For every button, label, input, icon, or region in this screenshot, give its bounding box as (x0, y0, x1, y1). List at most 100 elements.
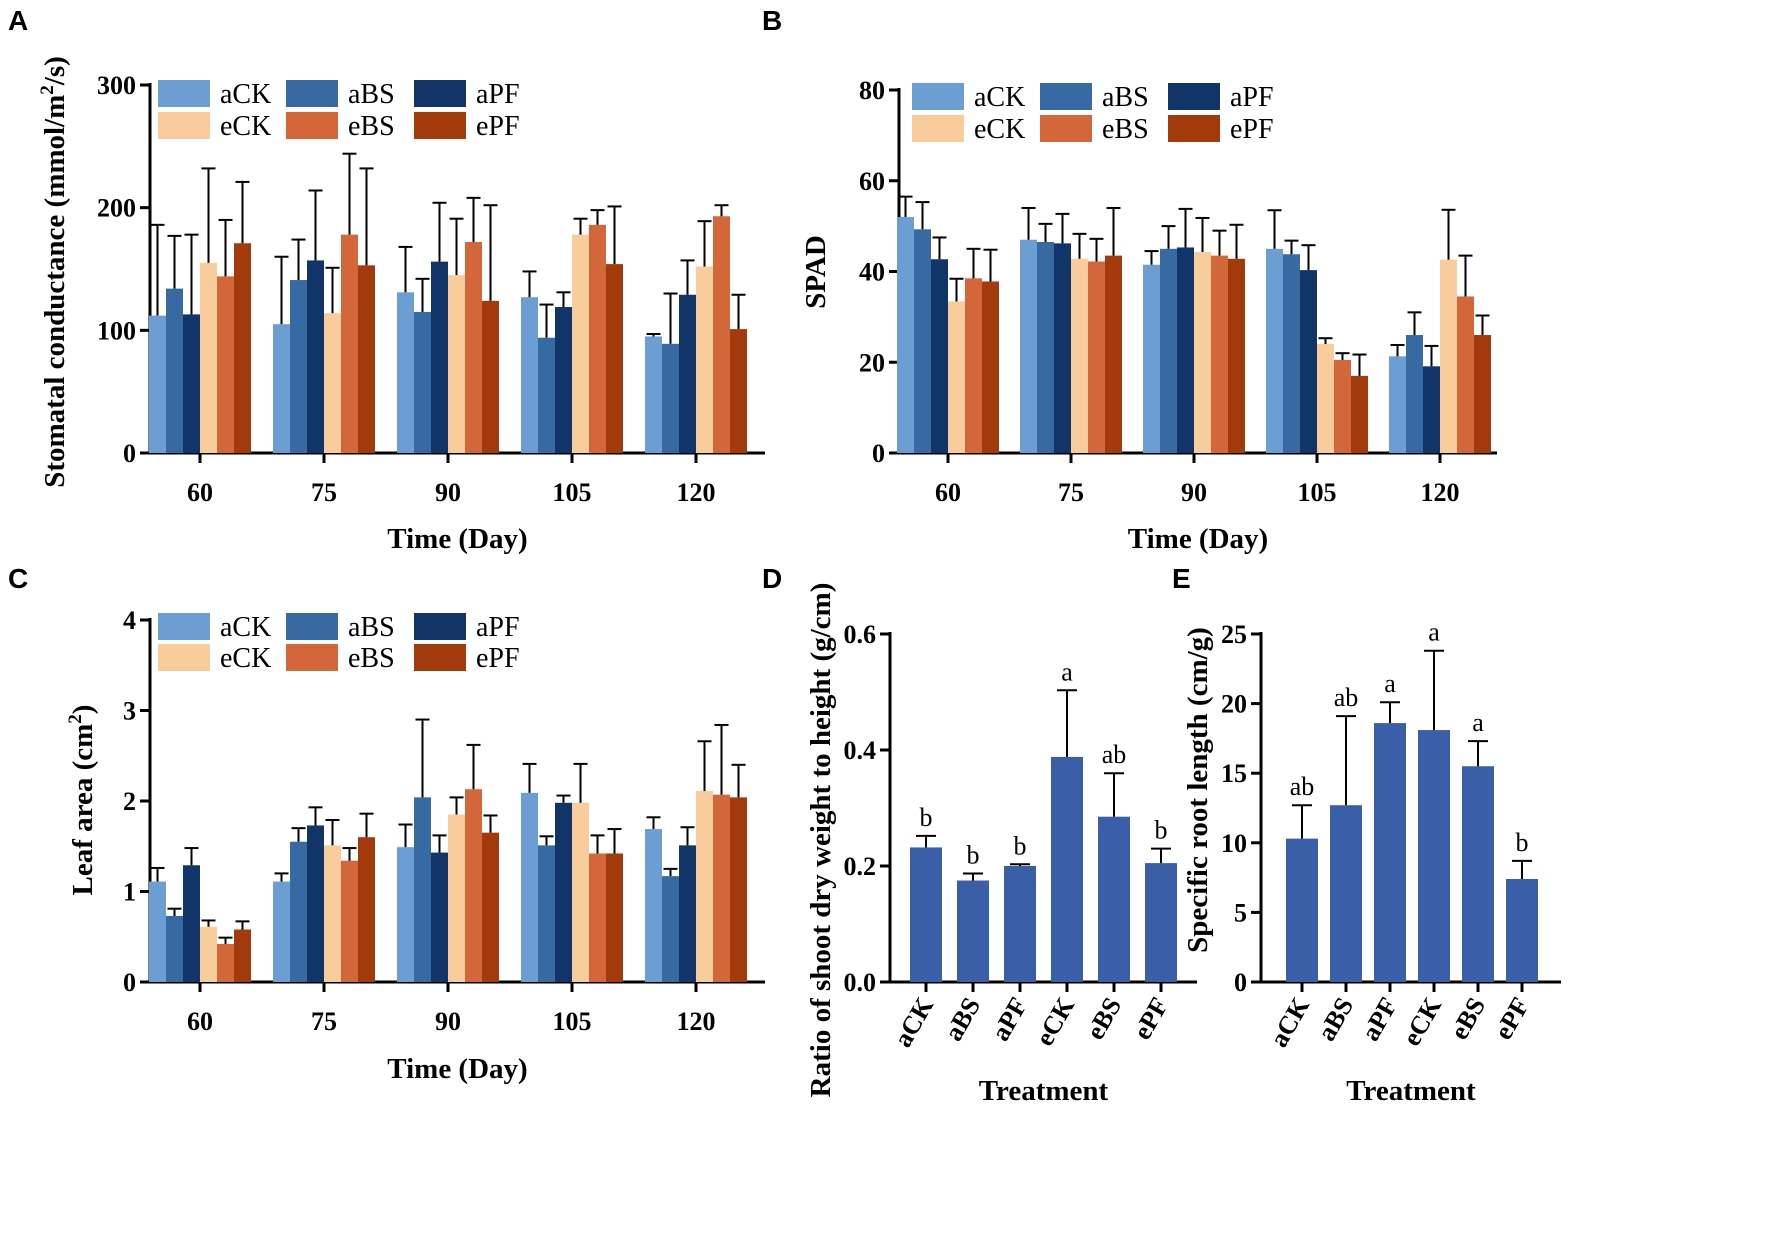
legend-label-ack: aCK (974, 82, 1025, 113)
bar-epf (1145, 863, 1177, 982)
x-tick-label: aCK (1264, 992, 1316, 1052)
bar-ack-day-105 (1266, 248, 1283, 453)
bar-epf-day-105 (606, 264, 623, 453)
bar-abs-day-105 (538, 337, 555, 453)
y-tick-label: 20 (1221, 690, 1247, 719)
bar-epf-day-105 (1351, 375, 1368, 453)
significance-letter: b (1155, 816, 1168, 845)
bar-abs (1330, 805, 1362, 982)
x-tick-label: 90 (435, 478, 461, 507)
bar-eck-day-105 (572, 234, 589, 453)
bar-eck (1051, 756, 1083, 982)
y-tick-label: 15 (1221, 759, 1247, 788)
x-tick-label: aCK (888, 992, 940, 1052)
legend-swatch-apf (414, 613, 466, 640)
bar-apf-day-75 (1054, 243, 1071, 453)
bar-epf-day-90 (482, 832, 499, 982)
legend-swatch-ack (912, 83, 964, 110)
y-tick-label: 80 (859, 76, 885, 105)
bar-ebs-day-90 (465, 789, 482, 982)
bar-eck-day-90 (448, 814, 465, 982)
bar-abs-day-60 (166, 288, 183, 453)
x-tick-label: 105 (553, 478, 592, 507)
bar-eck-day-90 (448, 275, 465, 453)
x-axis-label: Time (Day) (387, 523, 527, 555)
bar-ack-day-90 (1143, 264, 1160, 453)
bar-epf-day-120 (730, 329, 747, 453)
bar-ebs-day-120 (713, 794, 730, 982)
bar-ebs-day-90 (1211, 255, 1228, 453)
bar-eck-day-120 (696, 791, 713, 982)
y-tick-label: 0.2 (844, 852, 877, 881)
bar-eck-day-120 (1440, 259, 1457, 453)
y-tick-label: 5 (1234, 898, 1247, 927)
legend-swatch-epf (1168, 115, 1220, 142)
bar-epf-day-75 (358, 837, 375, 982)
bar-abs-day-60 (914, 229, 931, 453)
legend-swatch-abs (286, 80, 338, 107)
y-tick-label: 2 (123, 787, 136, 816)
y-tick-label: 1 (123, 878, 136, 907)
significance-letter: b (1516, 828, 1529, 857)
panel-letter: B (762, 5, 782, 36)
bar-abs-day-90 (1160, 248, 1177, 453)
significance-letter: ab (1334, 683, 1359, 712)
legend-swatch-ebs (286, 644, 338, 671)
legend-label-apf: aPF (476, 79, 520, 110)
significance-letter: b (1014, 831, 1027, 860)
bar-ack-day-60 (149, 881, 166, 982)
x-tick-label: 120 (1421, 478, 1460, 507)
y-tick-label: 100 (97, 316, 136, 345)
y-axis-label-superscript: 2 (65, 714, 86, 724)
x-tick-label: 60 (935, 478, 961, 507)
bar-apf-day-105 (555, 802, 572, 982)
bar-ebs-day-75 (341, 860, 358, 982)
x-tick-label: 75 (311, 1007, 337, 1036)
bar-abs-day-75 (290, 280, 307, 453)
bar-ebs-day-60 (217, 276, 234, 453)
bar-eck-day-105 (572, 802, 589, 982)
legend-label-abs: aBS (348, 612, 395, 643)
bar-ebs-day-75 (341, 234, 358, 453)
y-tick-label: 40 (859, 258, 885, 287)
legend-swatch-epf (414, 112, 466, 139)
y-axis-label: Specific root length (cm/g) (1182, 627, 1214, 953)
y-axis-label: Stomatal conductance (mmol/m2/s) (37, 56, 71, 488)
legend-label-ack: aCK (220, 79, 271, 110)
y-tick-label: 0.6 (844, 620, 877, 649)
panel-letter: C (8, 563, 28, 594)
y-tick-label: 25 (1221, 620, 1247, 649)
bar-ebs-day-75 (1088, 261, 1105, 453)
bar-eck-day-120 (696, 266, 713, 453)
y-tick-label: 60 (859, 167, 885, 196)
bar-ebs-day-120 (1457, 296, 1474, 453)
legend-label-eck: eCK (220, 111, 271, 142)
bar-ebs-day-60 (965, 278, 982, 453)
bar-ebs-day-105 (589, 853, 606, 982)
x-tick-label: aBS (939, 993, 987, 1046)
legend-swatch-ebs (286, 112, 338, 139)
legend-label-ebs: eBS (348, 643, 395, 674)
legend-swatch-eck (158, 112, 210, 139)
legend-label-ebs: eBS (348, 111, 395, 142)
legend-swatch-ack (158, 80, 210, 107)
bar-eck-day-75 (1071, 258, 1088, 453)
bar-ack-day-75 (1020, 239, 1037, 453)
bar-ebs-day-105 (1334, 359, 1351, 453)
x-tick-label: aBS (1312, 993, 1360, 1046)
significance-letter: a (1061, 657, 1073, 686)
significance-letter: ab (1102, 740, 1127, 769)
significance-letter: a (1472, 708, 1484, 737)
bar-abs (957, 880, 989, 982)
y-axis-label: Leaf area (cm2) (65, 705, 99, 896)
bar-eck-day-90 (1194, 251, 1211, 453)
legend-label-apf: aPF (1230, 82, 1274, 113)
bar-ack-day-105 (521, 297, 538, 453)
bar-abs-day-75 (1037, 242, 1054, 453)
y-tick-label: 0 (872, 439, 885, 468)
bar-apf-day-60 (931, 259, 948, 453)
panel-letter: A (8, 5, 28, 36)
y-axis-label-tail: ) (67, 705, 99, 715)
legend-label-abs: aBS (348, 79, 395, 110)
